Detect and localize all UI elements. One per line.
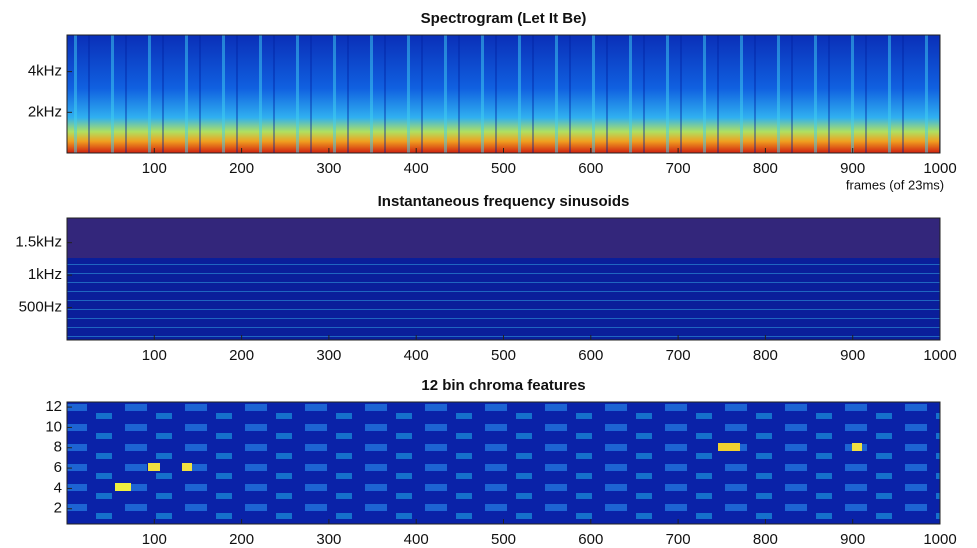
x-tick-label: 400 (404, 347, 429, 364)
y-tick-label: 500Hz (19, 299, 62, 316)
x-tick-label: 800 (753, 347, 778, 364)
y-tick-label: 4 (54, 479, 62, 496)
chart-title: Instantaneous frequency sinusoids (378, 193, 630, 210)
x-tick-label: 200 (229, 347, 254, 364)
x-tick-label: 900 (840, 531, 865, 548)
x-tick-label: 500 (491, 160, 516, 177)
x-tick-label: 1000 (923, 347, 956, 364)
x-tick-label: 300 (316, 160, 341, 177)
x-tick-label: 700 (666, 347, 691, 364)
x-tick-label: 900 (840, 160, 865, 177)
y-tick-label: 1.5kHz (15, 234, 62, 251)
y-tick-label: 2 (54, 500, 62, 517)
x-tick-label: 600 (578, 160, 603, 177)
y-tick-label: 2kHz (28, 103, 62, 120)
x-tick-label: 700 (666, 160, 691, 177)
x-tick-label: 400 (404, 160, 429, 177)
y-tick-label: 10 (45, 418, 62, 435)
x-tick-label: 800 (753, 531, 778, 548)
x-tick-label: 200 (229, 160, 254, 177)
x-tick-label: 600 (578, 531, 603, 548)
x-tick-label: 100 (142, 160, 167, 177)
x-tick-label: 500 (491, 347, 516, 364)
x-tick-label: 1000 (923, 531, 956, 548)
x-tick-label: 300 (316, 531, 341, 548)
x-tick-label: 400 (404, 531, 429, 548)
y-tick-label: 6 (54, 459, 62, 476)
y-tick-label: 12 (45, 398, 62, 415)
x-tick-label: 800 (753, 160, 778, 177)
y-tick-label: 8 (54, 439, 62, 456)
x-tick-label: 1000 (923, 160, 956, 177)
x-tick-label: 100 (142, 531, 167, 548)
x-tick-label: 500 (491, 531, 516, 548)
chart-title: Spectrogram (Let It Be) (421, 10, 587, 27)
x-tick-label: 100 (142, 347, 167, 364)
chart-title: 12 bin chroma features (421, 377, 585, 394)
x-axis-label: frames (of 23ms) (846, 177, 944, 192)
x-tick-label: 300 (316, 347, 341, 364)
x-tick-label: 200 (229, 531, 254, 548)
x-tick-label: 600 (578, 347, 603, 364)
heatmap-art (67, 35, 940, 524)
x-tick-label: 900 (840, 347, 865, 364)
y-tick-label: 1kHz (28, 266, 62, 283)
x-tick-label: 700 (666, 531, 691, 548)
y-tick-label: 4kHz (28, 63, 62, 80)
